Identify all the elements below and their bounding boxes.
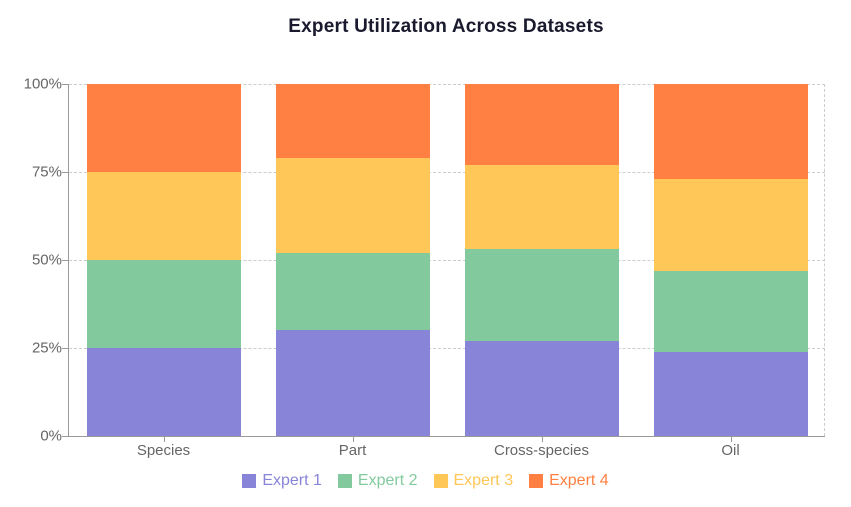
x-axis-tick (163, 436, 165, 442)
bar-segment-part-expert-3[interactable] (275, 157, 430, 253)
bar-segment-oil-expert-3[interactable] (653, 179, 808, 271)
bar-segment-cross-species-expert-3[interactable] (464, 164, 619, 250)
bar-segment-oil-expert-2[interactable] (653, 270, 808, 352)
legend-item-expert-4[interactable]: Expert 4 (529, 471, 609, 491)
legend-item-expert-2[interactable]: Expert 2 (337, 471, 418, 491)
legend-swatch-icon (242, 474, 257, 488)
y-axis-tick-label: 25% (31, 339, 62, 357)
y-axis-tick-label: 0% (40, 427, 62, 445)
legend-label: Expert 3 (453, 472, 514, 489)
bar-segment-oil-expert-4[interactable] (653, 84, 808, 180)
y-axis-tick (62, 260, 69, 261)
x-axis-category-label: Cross-species (493, 442, 590, 459)
bar-segment-oil-expert-1[interactable] (653, 351, 808, 436)
bar-oil (653, 84, 808, 436)
gridline-75 (69, 172, 825, 173)
bar-segment-species-expert-4[interactable] (86, 84, 241, 172)
y-axis-tick-label: 100% (23, 75, 62, 93)
gridline-50 (69, 260, 825, 261)
x-axis-tick (352, 436, 354, 442)
chart-title: Expert Utilization Across Datasets (288, 16, 604, 37)
bar-part (275, 84, 430, 436)
bar-segment-cross-species-expert-1[interactable] (464, 340, 619, 436)
bar-segment-part-expert-2[interactable] (275, 252, 430, 331)
bar-segment-part-expert-1[interactable] (275, 330, 430, 436)
x-axis-category-label: Part (338, 442, 367, 459)
legend-label: Expert 2 (357, 472, 418, 489)
x-axis-tick (730, 436, 732, 442)
bar-cross-species (464, 84, 619, 436)
bar-segment-species-expert-3[interactable] (86, 172, 241, 260)
legend-item-expert-1[interactable]: Expert 1 (242, 471, 322, 491)
chart-legend: Expert 1 Expert 2 Expert 3 Expert 4 (0, 471, 851, 491)
bar-segment-species-expert-2[interactable] (86, 260, 241, 348)
y-axis-tick (62, 436, 69, 437)
y-axis-tick (62, 84, 69, 85)
legend-label: Expert 4 (549, 472, 609, 489)
legend-item-expert-3[interactable]: Expert 3 (433, 471, 514, 491)
bar-segment-cross-species-expert-4[interactable] (464, 84, 619, 165)
x-axis-tick (541, 436, 543, 442)
x-axis-category-label: Species (136, 442, 191, 459)
gridline-100 (69, 84, 825, 85)
x-axis-category-label: Oil (721, 442, 740, 459)
legend-swatch-icon (529, 474, 544, 488)
bar-segment-cross-species-expert-2[interactable] (464, 249, 619, 341)
bar-segment-part-expert-4[interactable] (275, 84, 430, 158)
bar-segment-species-expert-1[interactable] (86, 348, 241, 436)
y-axis-tick (62, 348, 69, 349)
plot-area: 0% 25% 50% 75% 100% Species Part Cross-species O… (24, 76, 825, 459)
legend-swatch-icon (337, 474, 352, 488)
bar-species (86, 84, 241, 436)
y-axis-tick-label: 50% (31, 251, 62, 269)
y-axis-tick-label: 75% (31, 163, 62, 181)
gridline-25 (69, 348, 825, 349)
legend-swatch-icon (433, 474, 448, 488)
legend-label: Expert 1 (262, 472, 322, 489)
y-axis-tick (62, 172, 69, 173)
